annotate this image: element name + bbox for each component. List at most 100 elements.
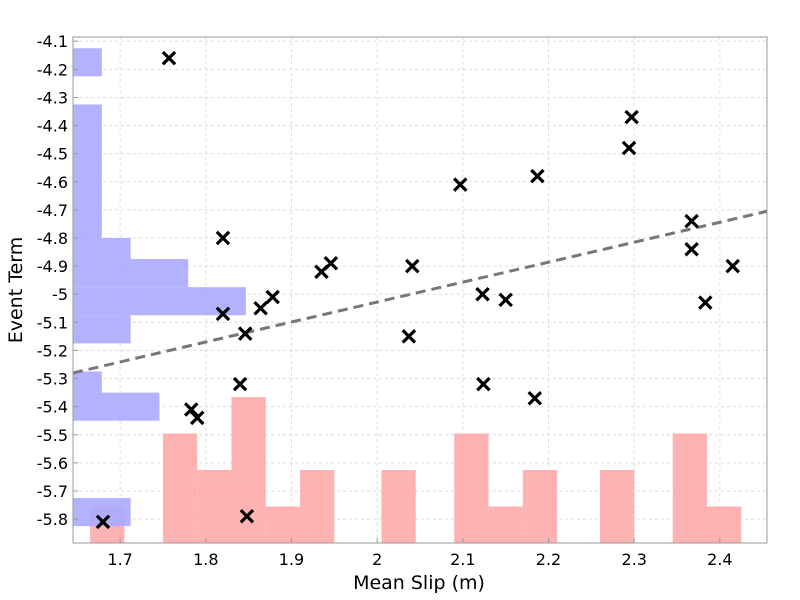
y-histogram-bar	[73, 287, 246, 316]
data-point-stroke	[498, 292, 513, 308]
data-point-stroke	[476, 376, 491, 392]
data-point	[405, 258, 420, 274]
y-tick-label: -5.3	[37, 370, 68, 389]
data-point-stroke	[232, 376, 248, 392]
data-point	[498, 292, 513, 308]
y-axis-label: Event Term	[5, 237, 27, 344]
data-point	[265, 289, 280, 305]
y-tick-label: -5.2	[37, 341, 68, 360]
trend-line	[72, 209, 768, 375]
data-point	[95, 514, 111, 530]
y-histogram-bar	[73, 371, 102, 393]
y-histogram-bar	[73, 104, 102, 238]
data-point	[323, 256, 339, 271]
data-point	[530, 168, 545, 184]
x-histogram	[90, 397, 742, 543]
x-tick-label: 2	[372, 550, 382, 569]
trend-line-group	[72, 209, 768, 375]
data-point	[725, 258, 740, 274]
y-histogram-bar	[73, 315, 131, 344]
y-histogram-bar	[73, 259, 189, 288]
data-point-stroke	[215, 306, 231, 322]
data-point	[684, 213, 699, 229]
data-point-stroke	[95, 514, 111, 530]
x-histogram-bar	[707, 506, 742, 543]
y-histogram-bar	[73, 392, 160, 421]
x-axis-label: Mean Slip (m)	[353, 572, 485, 594]
x-axis-ticks: 1.7 1.8 1.9 2 2.1 2.2 2.3 2.4	[107, 538, 733, 569]
data-point-stroke	[405, 258, 420, 274]
x-tick-label: 2.1	[450, 550, 475, 569]
data-point-stroke	[698, 295, 713, 310]
data-point-stroke	[475, 286, 490, 302]
x-histogram-bar	[300, 470, 335, 543]
x-histogram-bar	[672, 433, 708, 543]
y-tick-label: -5.8	[37, 510, 68, 529]
x-histogram-bar	[522, 470, 558, 543]
x-histogram-bar	[454, 433, 489, 543]
x-tick-label: 2.4	[707, 550, 732, 569]
x-histogram-bar	[231, 397, 266, 543]
y-tick-label: -4.2	[37, 60, 68, 79]
data-point	[232, 376, 248, 392]
y-tick-label: -5.1	[37, 313, 68, 332]
data-point-stroke	[684, 213, 699, 229]
y-tick-label: -5	[52, 285, 68, 304]
x-tick-label: 1.9	[279, 550, 304, 569]
y-histogram-bar	[73, 48, 102, 77]
data-point	[453, 177, 468, 192]
y-tick-label: -4.6	[37, 173, 68, 192]
data-point-stroke	[527, 390, 543, 406]
data-point-stroke	[323, 256, 339, 271]
data-point	[183, 402, 199, 417]
data-point-stroke	[189, 410, 205, 426]
y-tick-label: -4.3	[37, 88, 68, 107]
data-point	[239, 509, 255, 524]
data-point-stroke	[530, 168, 545, 184]
data-point-stroke	[239, 509, 255, 524]
data-point	[401, 329, 417, 344]
data-point	[237, 326, 253, 341]
data-point	[476, 376, 491, 392]
x-histogram-bar	[265, 506, 301, 543]
y-tick-label: -4.7	[37, 201, 68, 220]
x-histogram-bar	[162, 433, 198, 543]
y-tick-label: -4.4	[37, 117, 68, 136]
x-tick-label: 1.7	[107, 550, 132, 569]
data-point	[253, 301, 268, 316]
data-point-stroke	[453, 177, 468, 192]
y-tick-label: -5.4	[37, 398, 68, 417]
y-tick-label: -4.9	[37, 257, 68, 276]
plot-frame	[72, 36, 768, 544]
y-tick-label: -5.6	[37, 454, 68, 473]
data-point-stroke	[725, 258, 740, 274]
data-point	[161, 50, 177, 66]
data-point	[215, 306, 231, 322]
y-axis-ticks: -4.1 -4.2 -4.3 -4.4 -4.5 -4.6 -4.7 -4.8 -4.9 -5 -5…	[37, 32, 78, 529]
y-tick-label: -5.5	[37, 426, 68, 445]
x-histogram-bar	[488, 506, 523, 543]
data-point	[621, 140, 637, 156]
data-point	[189, 410, 205, 426]
data-points	[95, 50, 740, 530]
data-point-stroke	[624, 109, 639, 125]
x-tick-label: 2.2	[536, 550, 561, 569]
x-histogram-bar	[197, 470, 232, 543]
y-tick-label: -4.1	[37, 32, 68, 51]
data-point-stroke	[237, 326, 253, 341]
y-tick-label: -4.8	[37, 229, 68, 248]
x-histogram-bar	[381, 470, 416, 543]
data-point-stroke	[401, 329, 417, 344]
y-tick-label: -5.7	[37, 482, 68, 501]
x-tick-label: 2.3	[621, 550, 646, 569]
data-point	[624, 109, 639, 125]
y-histogram	[73, 48, 246, 527]
y-histogram-bar	[73, 237, 131, 260]
data-point-stroke	[161, 50, 177, 66]
data-point	[698, 295, 713, 310]
data-point-stroke	[253, 301, 268, 316]
data-point	[527, 390, 543, 406]
data-point	[215, 230, 231, 246]
x-tick-label: 1.8	[193, 550, 218, 569]
